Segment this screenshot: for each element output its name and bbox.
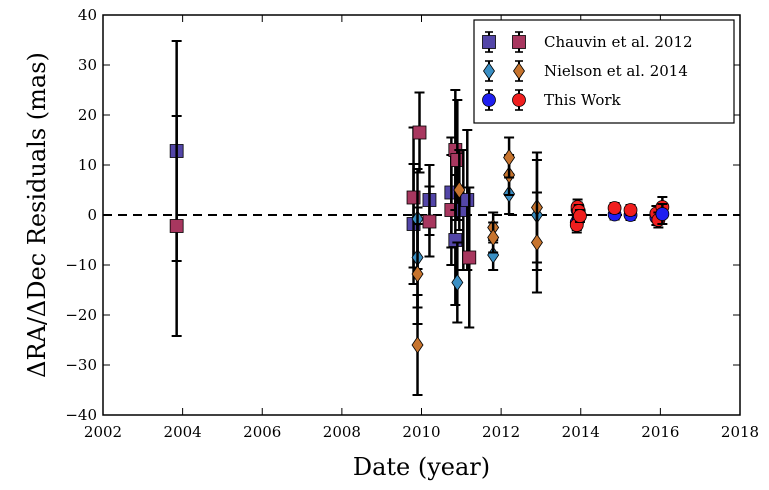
data-point (412, 91, 427, 174)
square-marker (422, 214, 437, 229)
circle-marker (623, 203, 638, 217)
y-tick-label: 20 (78, 106, 97, 124)
data-point (573, 209, 587, 223)
data-point (460, 129, 475, 271)
x-tick-label: 2006 (243, 423, 281, 441)
circle-marker (482, 93, 496, 107)
y-tick-label: −10 (65, 256, 97, 274)
data-point (411, 294, 424, 396)
data-point (453, 149, 466, 231)
x-axis-ticks: 2002 2004 2006 2008 2010 2012 2014 2016 2018 (84, 15, 759, 441)
square-marker (448, 233, 463, 247)
data-point (530, 191, 543, 294)
series-2 (569, 196, 670, 234)
data-point (655, 203, 670, 225)
y-axis-ticks: 40 30 20 10 0 −10 −20 −30 −40 (65, 6, 740, 424)
square-marker (462, 250, 477, 265)
x-axis-title: Date (year) (353, 453, 490, 481)
square-marker (482, 35, 496, 49)
x-tick-label: 2010 (402, 423, 440, 441)
x-tick-label: 2002 (84, 423, 122, 441)
diamond-marker (411, 265, 424, 283)
y-tick-label: −20 (65, 306, 97, 324)
y-tick-label: 30 (78, 56, 97, 74)
circle-marker (607, 201, 622, 215)
legend-entry: This Work (482, 89, 622, 111)
data-point (503, 136, 516, 179)
y-tick-label: 40 (78, 6, 97, 24)
y-tick-label: −30 (65, 356, 97, 374)
x-tick-label: 2014 (562, 423, 600, 441)
data-point (623, 203, 638, 217)
y-tick-label: 0 (87, 206, 97, 224)
square-marker (412, 125, 427, 140)
legend-entry: Nielson et al. 2014 (483, 60, 688, 82)
square-marker (460, 193, 475, 207)
legend-label: This Work (544, 91, 622, 109)
data-point (169, 115, 184, 337)
x-tick-label: 2008 (323, 423, 361, 441)
x-tick-label: 2018 (721, 423, 759, 441)
y-tick-label: 10 (78, 156, 97, 174)
diamond-marker (451, 273, 464, 292)
circle-marker (655, 207, 670, 221)
diamond-marker (513, 62, 525, 80)
series-layer (169, 40, 670, 396)
legend-entry: Chauvin et al. 2012 (482, 31, 693, 53)
diamond-marker (453, 181, 466, 199)
diamond-marker (483, 62, 495, 80)
data-point (422, 185, 437, 258)
data-point (462, 186, 477, 329)
square-marker (169, 219, 184, 233)
series-1 (411, 136, 543, 396)
circle-marker (573, 209, 587, 223)
legend-label: Chauvin et al. 2012 (544, 33, 693, 51)
legend: Chauvin et al. 2012 Nielson et al. 2014 Th… (473, 19, 735, 124)
data-point (451, 241, 464, 324)
square-marker (512, 35, 526, 49)
diamond-marker (503, 148, 516, 167)
diamond-marker (411, 336, 424, 354)
legend-label: Nielson et al. 2014 (544, 62, 688, 80)
x-tick-label: 2016 (641, 423, 679, 441)
x-tick-label: 2004 (164, 423, 202, 441)
diamond-marker (487, 228, 500, 247)
diamond-marker (530, 233, 543, 252)
series-0 (169, 40, 477, 337)
data-point (607, 201, 622, 215)
circle-marker (512, 93, 526, 107)
data-point (487, 221, 500, 254)
x-tick-label: 2012 (482, 423, 520, 441)
y-axis-title: ΔRA/ΔDec Residuals (mas) (23, 52, 51, 378)
y-tick-label: −40 (65, 406, 97, 424)
square-marker (450, 153, 465, 167)
